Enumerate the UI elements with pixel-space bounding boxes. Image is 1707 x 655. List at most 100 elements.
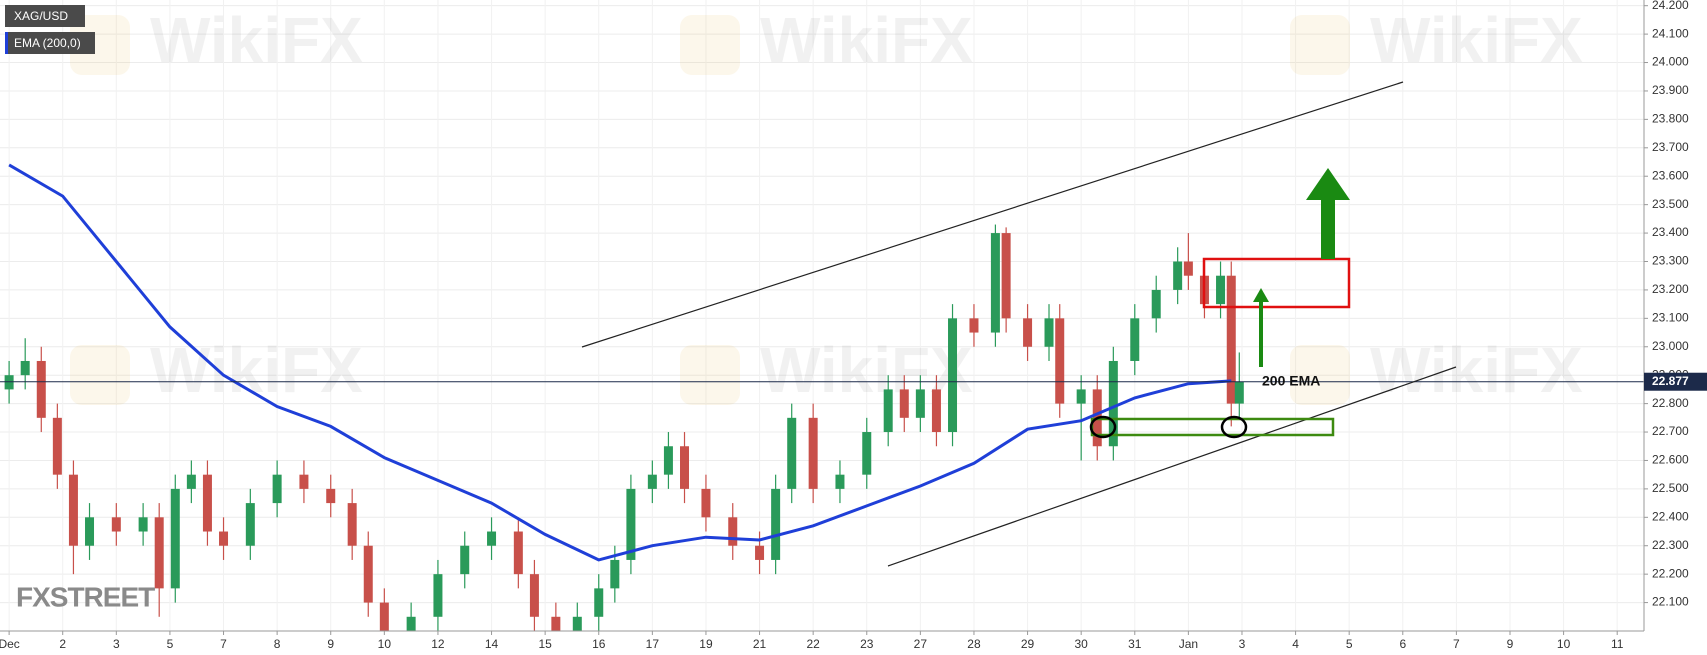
watermark: WikiFX (760, 4, 973, 76)
legend-box (5, 5, 85, 27)
candle-body (299, 474, 309, 489)
candle-body (272, 474, 282, 504)
candle-body (1076, 389, 1086, 404)
candle-body (572, 616, 582, 631)
x-tick-label: Dec (0, 637, 20, 651)
candle-body (1044, 318, 1054, 347)
candle-body (787, 417, 797, 489)
legend-label: XAG/USD (14, 9, 68, 23)
candle-body (513, 531, 523, 575)
trendline (581, 81, 1404, 348)
x-tick-label: 29 (1021, 637, 1035, 651)
candle-body (948, 318, 958, 433)
x-tick-label: 31 (1128, 637, 1142, 651)
candle-body (1001, 233, 1011, 319)
annotations: 200 EMA (581, 81, 1457, 567)
candle-body (36, 360, 46, 418)
x-tick-label: 11 (1611, 637, 1624, 651)
candle-body (1055, 318, 1065, 404)
candle-body (1151, 289, 1161, 319)
candle-body (245, 503, 255, 546)
x-tick-label: 14 (485, 637, 499, 651)
watermark-icon (1290, 345, 1350, 405)
x-tick-label: 8 (274, 637, 281, 651)
x-tick-label: 5 (1346, 637, 1353, 651)
candle-body (663, 446, 673, 475)
candle-body (138, 517, 148, 532)
watermark-icon (680, 345, 740, 405)
candle-body (111, 517, 121, 532)
candle-body (186, 474, 196, 489)
logo: FXSTREET (16, 581, 155, 612)
ema-line (8, 163, 1232, 562)
y-tick-label: 23.600 (1652, 168, 1689, 182)
y-tick-label: 23.500 (1652, 197, 1689, 211)
candle-body (4, 375, 14, 390)
x-tick-label: 22 (806, 637, 820, 651)
candle-body (1130, 318, 1140, 361)
watermark-icon (1290, 15, 1350, 75)
watermark-icon (70, 345, 130, 405)
candle-body (487, 531, 497, 546)
y-tick-label: 23.200 (1652, 282, 1689, 296)
x-tick-label: 10 (1557, 637, 1571, 651)
x-tick-label: 30 (1074, 637, 1088, 651)
y-tick-label: 23.900 (1652, 83, 1689, 97)
candle-body (771, 488, 781, 560)
x-tick-label: 7 (220, 637, 227, 651)
trendline (887, 366, 1457, 567)
x-tick-label: 23 (860, 637, 874, 651)
candle-body (363, 545, 373, 603)
candle-body (20, 360, 30, 376)
y-tick-label: 22.500 (1652, 481, 1689, 495)
candle-body (862, 432, 872, 475)
x-tick-label: 16 (592, 637, 606, 651)
y-tick-label: 23.100 (1652, 311, 1689, 325)
x-tick-label: 9 (1507, 637, 1514, 651)
x-tick-label: 28 (967, 637, 981, 651)
x-tick-label: 2 (59, 637, 66, 651)
candle-body (626, 488, 636, 560)
candle-body (1216, 275, 1226, 305)
candle-body (808, 417, 818, 489)
y-tick-label: 22.100 (1652, 595, 1689, 609)
watermark: WikiFX (1370, 4, 1583, 76)
watermark-icon (70, 15, 130, 75)
candle-body (1023, 318, 1033, 347)
candle-body (202, 474, 212, 532)
last-price-label: 22.877 (1652, 374, 1689, 388)
y-tick-label: 23.700 (1652, 140, 1689, 154)
candle-body (379, 602, 389, 631)
legend-swatch (5, 32, 8, 54)
candle-body (551, 616, 561, 631)
legend-box (5, 32, 95, 54)
candle-body (969, 318, 979, 333)
legend: XAG/USD EMA (200,0) (5, 5, 95, 54)
x-tick-label: 21 (753, 637, 767, 651)
x-tick-label: 5 (167, 637, 174, 651)
x-tick-label: 27 (914, 637, 928, 651)
candle-body (610, 559, 620, 589)
x-tick-label: 15 (538, 637, 552, 651)
x-tick-label: Jan (1179, 637, 1198, 651)
small-arrow-head (1253, 288, 1269, 302)
candle-body (728, 517, 738, 546)
candle-body (1226, 275, 1236, 404)
plot-background (0, 0, 1644, 631)
candle-body (529, 574, 539, 617)
watermark: WikiFX (1370, 334, 1583, 406)
y-tick-label: 24.100 (1652, 26, 1689, 40)
y-tick-label: 22.400 (1652, 509, 1689, 523)
candle-body (680, 446, 690, 489)
y-tick-label: 23.300 (1652, 254, 1689, 268)
candle-body (170, 488, 180, 589)
candle-body (460, 545, 470, 575)
big-arrow (1306, 168, 1350, 259)
candle-body (647, 474, 657, 489)
candle-body (899, 389, 909, 418)
candle-body (1234, 381, 1244, 404)
y-tick-label: 23.000 (1652, 339, 1689, 353)
y-tick-label: 22.300 (1652, 538, 1689, 552)
